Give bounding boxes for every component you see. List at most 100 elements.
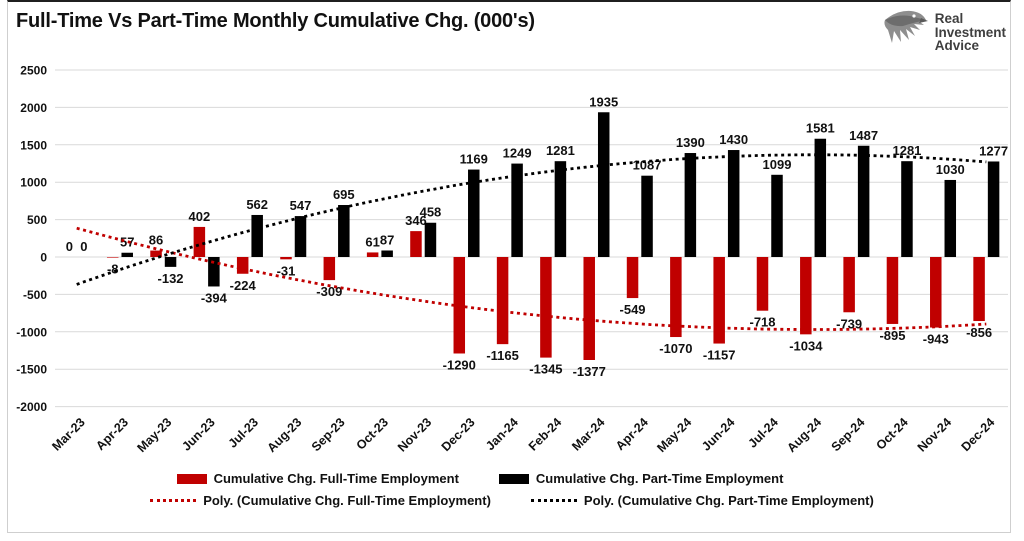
bar-label-part-time-Dec-24: 1277 <box>979 143 1008 158</box>
poly-full-time-line-swatch <box>150 499 197 502</box>
x-tick-label-Aug-23: Aug-23 <box>265 415 305 455</box>
logo-line-1: Real <box>934 11 964 27</box>
bar-label-full-time-Dec-23: -1290 <box>443 357 476 372</box>
bar-label-part-time-Jun-24: 1430 <box>719 132 748 147</box>
bar-label-full-time-Apr-24: -549 <box>620 302 646 317</box>
bar-label-full-time-Jun-24: -1157 <box>703 348 736 363</box>
bar-full-time-Aug-23 <box>280 257 292 260</box>
bar-label-full-time-Oct-24: -895 <box>879 328 905 343</box>
bar-label-part-time-Sep-24: 1487 <box>849 128 878 143</box>
bar-part-time-Oct-24 <box>901 161 913 257</box>
bar-label-full-time-May-24: -1070 <box>659 341 692 356</box>
bar-full-time-Sep-23 <box>323 257 336 281</box>
bar-label-full-time-Jul-24: -718 <box>749 315 775 330</box>
bar-label-part-time-Oct-23: 87 <box>380 232 394 247</box>
bar-full-time-Oct-23 <box>366 252 379 257</box>
bar-part-time-Nov-23 <box>424 222 437 257</box>
bar-label-full-time-Jul-23: -224 <box>230 278 257 293</box>
x-tick-label-Mar-23: Mar-23 <box>49 415 87 453</box>
bar-part-time-Aug-23 <box>294 216 307 257</box>
bar-label-full-time-Apr-23: -8 <box>107 262 119 277</box>
x-tick-label-Apr-24: Apr-24 <box>613 415 651 453</box>
x-tick-label-Oct-23: Oct-23 <box>354 415 391 452</box>
bar-full-time-Mar-24 <box>583 257 595 360</box>
x-tick-label-May-24: May-24 <box>654 415 694 455</box>
bar-part-time-Feb-24 <box>554 161 567 257</box>
y-tick-label-1000: 1000 <box>20 176 47 190</box>
bar-full-time-Jan-24 <box>496 257 509 345</box>
y-tick-label-2500: 2500 <box>20 64 47 78</box>
legend-item-poly-full-time: Poly. (Cumulative Chg. Full-Time Employm… <box>150 493 491 508</box>
bar-full-time-Nov-24 <box>930 257 942 328</box>
bar-label-full-time-Jan-24: -1165 <box>486 348 519 363</box>
bar-label-full-time-May-23: 86 <box>149 233 163 248</box>
part-time-bar-swatch <box>498 473 529 484</box>
bar-label-part-time-Nov-23: 458 <box>420 205 442 220</box>
bar-full-time-Nov-23 <box>410 231 422 257</box>
x-tick-label-Dec-23: Dec-23 <box>439 415 478 454</box>
y-tick-label-1500: 1500 <box>20 138 47 152</box>
bar-label-full-time-Feb-24: -1345 <box>529 362 562 377</box>
bar-label-part-time-Dec-23: 1169 <box>460 152 488 167</box>
bar-full-time-Dec-24 <box>973 257 985 322</box>
legend-item-full-time: Cumulative Chg. Full-Time Employment <box>176 471 459 486</box>
bar-label-part-time-Sep-23: 695 <box>333 187 355 202</box>
x-tick-label-Dec-24: Dec-24 <box>959 415 998 454</box>
bar-label-part-time-Oct-24: 1281 <box>892 143 921 158</box>
trendline-full-time <box>76 226 987 331</box>
bar-part-time-Oct-23 <box>381 250 393 257</box>
legend-row-2: Poly. (Cumulative Chg. Full-Time Employm… <box>150 493 874 508</box>
bar-part-time-Sep-23 <box>338 205 350 257</box>
y-tick-label--500: -500 <box>23 288 47 302</box>
bar-label-part-time-Aug-23: 547 <box>290 198 312 213</box>
bar-part-time-Jun-24 <box>727 150 740 257</box>
logo-text: Real Investment Advice <box>935 12 1006 53</box>
bar-full-time-Feb-24 <box>540 257 552 358</box>
legend-item-poly-part-time: Poly. (Cumulative Chg. Part-Time Employm… <box>530 493 874 508</box>
bar-label-full-time-Sep-24: -739 <box>836 316 862 331</box>
bar-full-time-Apr-24 <box>626 257 639 299</box>
bar-part-time-Jun-23 <box>208 257 220 287</box>
bar-label-full-time-Aug-23: -31 <box>277 263 296 278</box>
eagle-icon <box>881 8 929 57</box>
y-tick-label-0: 0 <box>40 251 47 265</box>
x-tick-label-Jul-24: Jul-24 <box>745 415 780 450</box>
bar-label-part-time-Jul-23: 562 <box>246 197 268 212</box>
bar-label-part-time-May-24: 1390 <box>676 135 705 150</box>
bar-label-full-time-Nov-23: 346 <box>405 213 427 228</box>
y-tick-label--1500: -1500 <box>16 363 47 377</box>
bar-full-time-Jul-23 <box>236 257 249 274</box>
bar-label-part-time-Feb-24: 1281 <box>546 143 575 158</box>
x-tick-label-Jan-24: Jan-24 <box>483 415 521 453</box>
bar-part-time-Sep-24 <box>857 145 870 257</box>
y-tick-label--2000: -2000 <box>16 400 47 414</box>
legend-label-part-time: Cumulative Chg. Part-Time Employment <box>535 471 784 486</box>
bar-part-time-May-23 <box>164 257 177 267</box>
bar-full-time-Jul-24 <box>756 257 769 311</box>
bar-part-time-Jul-24 <box>771 174 783 257</box>
bar-full-time-Aug-24 <box>800 257 812 335</box>
bar-label-part-time-Jun-23: -394 <box>201 290 228 305</box>
bar-label-full-time-Nov-24: -943 <box>923 332 949 347</box>
bar-full-time-May-23 <box>150 250 162 257</box>
ria-logo: Real Investment Advice <box>881 8 1006 57</box>
bar-label-part-time-Aug-24: 1581 <box>806 121 835 136</box>
y-tick-label-2000: 2000 <box>20 101 47 115</box>
bar-part-time-Dec-23 <box>468 169 480 257</box>
x-tick-label-Jul-23: Jul-23 <box>226 415 261 450</box>
x-tick-label-Apr-23: Apr-23 <box>93 415 131 453</box>
bar-label-part-time-Jul-24: 1099 <box>763 157 792 172</box>
bar-label-full-time-Aug-24: -1034 <box>789 338 823 353</box>
bar-part-time-May-24 <box>684 153 697 257</box>
x-tick-label-Oct-24: Oct-24 <box>873 415 910 452</box>
bar-part-time-Mar-24 <box>597 112 610 258</box>
y-tick-label-500: 500 <box>27 213 47 227</box>
legend-label-poly-full-time: Poly. (Cumulative Chg. Full-Time Employm… <box>203 493 491 508</box>
logo-line-2: Investment <box>934 24 1006 40</box>
x-tick-label-Jun-24: Jun-24 <box>699 415 737 453</box>
bar-label-part-time-May-23: -132 <box>158 271 184 286</box>
x-tick-label-May-23: May-23 <box>135 415 175 455</box>
bar-label-part-time-Nov-24: 1030 <box>936 162 965 177</box>
bar-part-time-Apr-24 <box>641 175 653 257</box>
bar-label-full-time-Jun-23: 402 <box>189 209 211 224</box>
